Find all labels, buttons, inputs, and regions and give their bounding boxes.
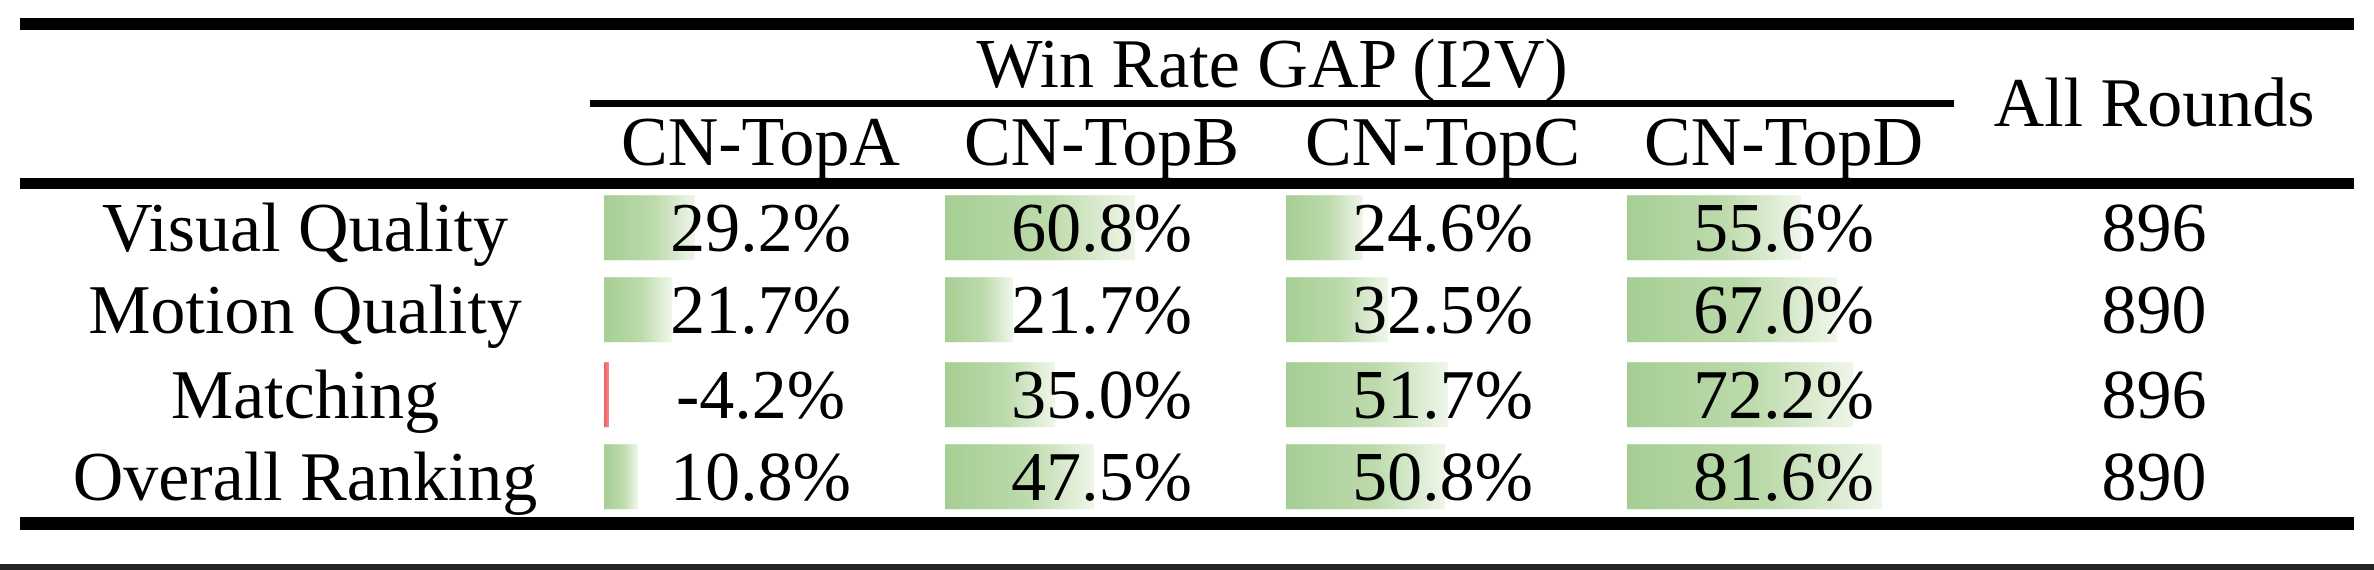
- data-bar: [945, 277, 1013, 343]
- data-bar: [945, 362, 1055, 428]
- win-rate-cell: -4.2%: [590, 354, 931, 439]
- data-bar: [1627, 362, 1854, 428]
- table-row: Overall Ranking 10.8% 47.5% 50.8% 81.6%: [20, 439, 2354, 524]
- data-bar: [1286, 194, 1363, 260]
- table-row: Motion Quality 21.7% 21.7% 32.5% 67.0%: [20, 269, 2354, 354]
- bottom-edge-line: [0, 564, 2374, 570]
- table-row: Visual Quality 29.2% 60.8% 24.6% 55.6%: [20, 184, 2354, 269]
- data-bar: [604, 362, 609, 428]
- column-header-all-rounds: All Rounds: [1954, 24, 2355, 189]
- data-bar: [945, 443, 1094, 509]
- column-header-cn-topd: CN-TopD: [1613, 103, 1955, 189]
- win-rate-value: 10.8%: [670, 438, 851, 516]
- win-rate-value: 24.6%: [1352, 189, 1533, 267]
- win-rate-cell: 72.2%: [1613, 354, 1954, 439]
- win-rate-value: 72.2%: [1693, 357, 1874, 434]
- table-title: Win Rate GAP (I2V): [590, 24, 1955, 107]
- win-rate-value: 67.0%: [1693, 272, 1874, 349]
- win-rate-cell: 55.6%: [1613, 184, 1954, 269]
- data-bar: [604, 277, 672, 343]
- all-rounds-value: 890: [2101, 272, 2207, 349]
- win-rate-value: 60.8%: [1011, 189, 1192, 267]
- win-rate-value: 35.0%: [1011, 357, 1192, 434]
- win-rate-cell: 81.6%: [1613, 439, 1954, 524]
- data-bar: [604, 443, 638, 509]
- column-header-cn-topc: CN-TopC: [1272, 103, 1613, 189]
- win-rate-cell: 24.6%: [1272, 184, 1613, 269]
- win-rate-value: -4.2%: [675, 357, 846, 434]
- win-rate-cell: 32.5%: [1272, 269, 1613, 354]
- column-header-cn-topa: CN-TopA: [590, 103, 931, 189]
- win-rate-value: 50.8%: [1352, 438, 1533, 516]
- win-rate-value: 32.5%: [1352, 272, 1533, 349]
- win-rate-cell: 35.0%: [931, 354, 1272, 439]
- data-bar: [1286, 277, 1388, 343]
- data-bar: [1627, 277, 1837, 343]
- win-rate-cell: 21.7%: [590, 269, 931, 354]
- win-rate-value: 21.7%: [670, 272, 851, 349]
- win-rate-cell: 60.8%: [931, 184, 1272, 269]
- row-label: Overall Ranking: [72, 438, 538, 516]
- table-row: Matching -4.2% 35.0% 51.7% 72.2% 896: [20, 354, 2354, 439]
- row-label: Visual Quality: [101, 189, 509, 267]
- win-rate-value: 81.6%: [1693, 438, 1874, 516]
- all-rounds-value: 890: [2101, 438, 2207, 516]
- data-bar: [1627, 194, 1802, 260]
- row-label: Motion Quality: [88, 272, 522, 349]
- data-bar: [604, 194, 696, 260]
- win-rate-cell: 51.7%: [1272, 354, 1613, 439]
- data-bar: [945, 194, 1136, 260]
- data-bar: [1627, 443, 1883, 509]
- win-rate-cell: 50.8%: [1272, 439, 1613, 524]
- corner-empty-cell: [20, 24, 590, 189]
- win-rate-cell: 47.5%: [931, 439, 1272, 524]
- win-rate-value: 51.7%: [1352, 357, 1533, 434]
- win-rate-cell: 67.0%: [1613, 269, 1954, 354]
- win-rate-cell: 21.7%: [931, 269, 1272, 354]
- row-label: Matching: [170, 357, 440, 434]
- win-rate-cell: 10.8%: [590, 439, 931, 524]
- win-rate-value: 29.2%: [670, 189, 851, 267]
- win-rate-value: 21.7%: [1011, 272, 1192, 349]
- all-rounds-value: 896: [2101, 189, 2207, 267]
- win-rate-value: 47.5%: [1011, 438, 1192, 516]
- all-rounds-value: 896: [2101, 357, 2207, 434]
- win-rate-cell: 29.2%: [590, 184, 931, 269]
- data-bar: [1286, 362, 1448, 428]
- column-header-cn-topb: CN-TopB: [931, 103, 1272, 189]
- win-rate-gap-table: Win Rate GAP (I2V) All Rounds CN-TopA CN…: [20, 18, 2355, 530]
- win-rate-value: 55.6%: [1693, 189, 1874, 267]
- data-bar: [1286, 443, 1445, 509]
